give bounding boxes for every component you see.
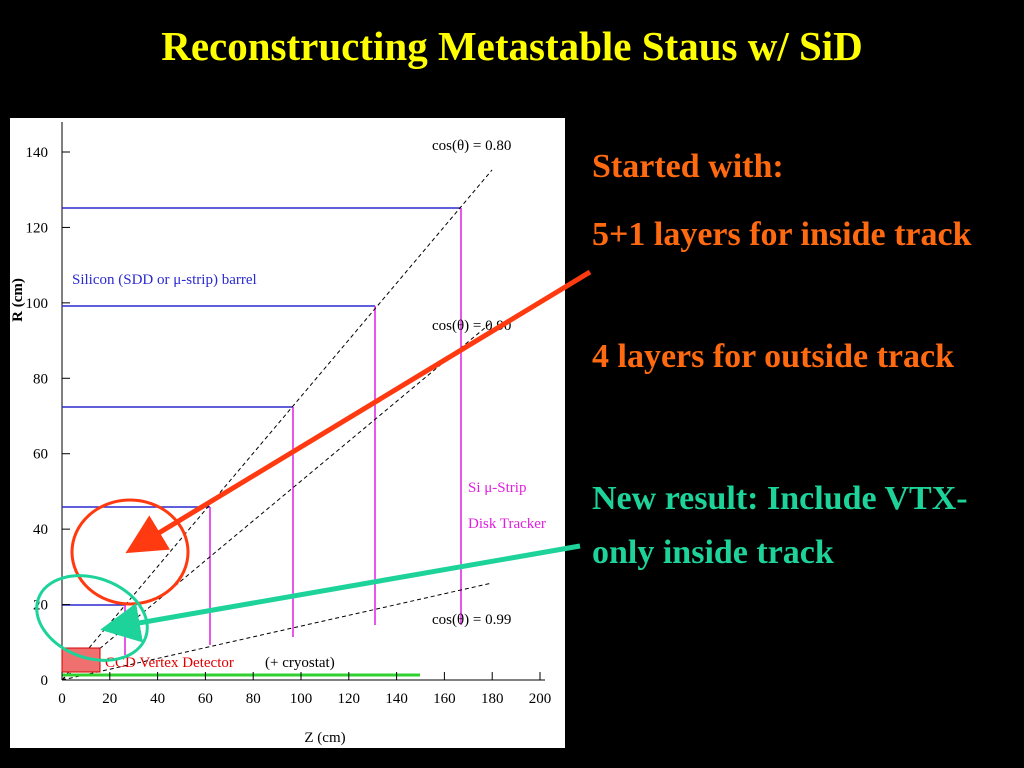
cryostat-label: (+ cryostat) bbox=[265, 655, 335, 671]
arrow bbox=[100, 543, 581, 643]
bullet: 4 layers for outside track bbox=[592, 338, 954, 375]
disk-label: Si μ-Strip bbox=[468, 480, 526, 496]
bullet: New result: Include VTX-only inside trac… bbox=[592, 480, 968, 571]
x-tick-label: 120 bbox=[338, 691, 361, 707]
axes bbox=[61, 122, 545, 681]
plot-background bbox=[10, 118, 565, 748]
barrel-label: Silicon (SDD or μ-strip) barrel bbox=[72, 272, 257, 288]
y-tick-label: 100 bbox=[26, 296, 49, 312]
cos-label: cos(θ) = 0.80 bbox=[432, 138, 511, 154]
x-tick-label: 60 bbox=[198, 691, 213, 707]
y-tick-label: 140 bbox=[26, 145, 49, 161]
x-tick-label: 0 bbox=[58, 691, 66, 707]
highlight-ellipse bbox=[35, 574, 149, 662]
cos-label: cos(θ) = 0.99 bbox=[432, 612, 511, 628]
vertex-label: CCD Vertex Detector bbox=[105, 655, 234, 671]
x-tick-label: 140 bbox=[385, 691, 408, 707]
x-tick-label: 100 bbox=[290, 691, 313, 707]
slide-title: Reconstructing Metastable Staus w/ SiD bbox=[161, 23, 863, 69]
y-tick-label: 80 bbox=[33, 371, 48, 387]
x-tick-label: 20 bbox=[102, 691, 117, 707]
x-tick-label: 200 bbox=[529, 691, 552, 707]
disk-layers bbox=[124, 208, 462, 655]
arrow bbox=[125, 269, 592, 554]
bullet: 5+1 layers for inside track bbox=[592, 216, 972, 253]
disk-label: Disk Tracker bbox=[468, 516, 546, 532]
x-tick-label: 160 bbox=[433, 691, 456, 707]
x-axis-label: Z (cm) bbox=[304, 730, 345, 746]
y-tick-label: 60 bbox=[33, 447, 48, 463]
y-tick-label: 0 bbox=[41, 673, 49, 689]
y-tick-label: 120 bbox=[26, 220, 49, 236]
bullet: Started with: bbox=[592, 148, 784, 185]
x-tick-label: 40 bbox=[150, 691, 165, 707]
y-tick-label: 40 bbox=[33, 522, 48, 538]
barrel-layers bbox=[62, 207, 461, 606]
x-tick-label: 180 bbox=[481, 691, 504, 707]
y-axis-label: R (cm) bbox=[10, 278, 26, 322]
x-tick-label: 80 bbox=[246, 691, 261, 707]
